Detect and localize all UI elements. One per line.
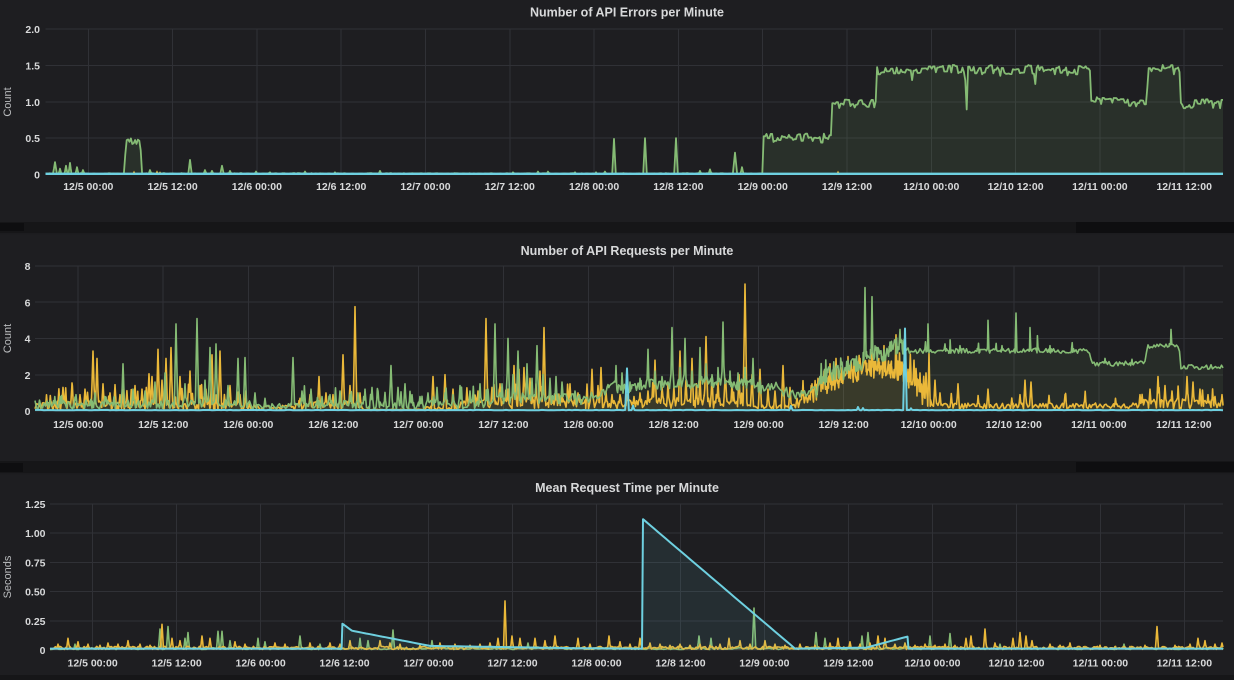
svg-text:0: 0: [34, 170, 40, 182]
svg-text:12/8 12:00: 12/8 12:00: [653, 181, 703, 193]
svg-text:0.75: 0.75: [25, 557, 46, 569]
svg-text:Number of API Requests per Min: Number of API Requests per Minute: [521, 244, 734, 258]
svg-text:2.0: 2.0: [25, 24, 40, 36]
svg-text:0: 0: [25, 406, 31, 418]
svg-text:12/10 00:00: 12/10 00:00: [901, 419, 957, 431]
svg-text:12/7 12:00: 12/7 12:00: [485, 181, 535, 193]
svg-text:12/5 00:00: 12/5 00:00: [67, 658, 117, 670]
svg-text:1.00: 1.00: [25, 528, 46, 540]
svg-text:0.50: 0.50: [25, 587, 46, 599]
svg-text:8: 8: [25, 261, 31, 273]
svg-text:12/5 00:00: 12/5 00:00: [63, 181, 113, 193]
svg-text:12/9 00:00: 12/9 00:00: [738, 181, 788, 193]
svg-text:12/6 00:00: 12/6 00:00: [232, 181, 282, 193]
svg-text:12/6 12:00: 12/6 12:00: [308, 419, 358, 431]
svg-text:12/10 12:00: 12/10 12:00: [988, 658, 1044, 670]
svg-text:12/8 00:00: 12/8 00:00: [569, 181, 619, 193]
svg-text:12/5 12:00: 12/5 12:00: [138, 419, 188, 431]
svg-text:Count: Count: [2, 87, 14, 116]
svg-text:12/8 12:00: 12/8 12:00: [655, 658, 705, 670]
svg-text:12/7 00:00: 12/7 00:00: [403, 658, 453, 670]
svg-text:12/11 00:00: 12/11 00:00: [1071, 419, 1127, 431]
svg-text:12/6 12:00: 12/6 12:00: [316, 181, 366, 193]
svg-text:12/5 00:00: 12/5 00:00: [53, 419, 103, 431]
svg-text:Number of API Errors per Minut: Number of API Errors per Minute: [530, 6, 724, 20]
svg-text:12/8 00:00: 12/8 00:00: [563, 419, 613, 431]
svg-text:12/8 12:00: 12/8 12:00: [648, 419, 698, 431]
svg-text:0.25: 0.25: [25, 616, 46, 628]
svg-text:0: 0: [40, 645, 46, 657]
svg-text:12/9 00:00: 12/9 00:00: [733, 419, 783, 431]
svg-text:Count: Count: [2, 324, 14, 353]
svg-text:12/6 12:00: 12/6 12:00: [319, 658, 369, 670]
svg-text:12/7 12:00: 12/7 12:00: [478, 419, 528, 431]
svg-text:12/7 00:00: 12/7 00:00: [393, 419, 443, 431]
svg-text:12/7 12:00: 12/7 12:00: [487, 658, 537, 670]
svg-text:12/11 12:00: 12/11 12:00: [1157, 658, 1213, 670]
svg-text:12/11 12:00: 12/11 12:00: [1156, 419, 1212, 431]
svg-text:0.5: 0.5: [25, 133, 40, 145]
svg-text:Mean Request Time per Minute: Mean Request Time per Minute: [535, 481, 719, 495]
svg-text:12/8 00:00: 12/8 00:00: [571, 658, 621, 670]
svg-text:12/9 00:00: 12/9 00:00: [739, 658, 789, 670]
svg-text:12/10 12:00: 12/10 12:00: [988, 181, 1044, 193]
svg-text:1.25: 1.25: [25, 499, 46, 511]
svg-text:12/9 12:00: 12/9 12:00: [823, 658, 873, 670]
svg-text:12/11 00:00: 12/11 00:00: [1073, 658, 1129, 670]
svg-text:12/9 12:00: 12/9 12:00: [822, 181, 872, 193]
svg-text:12/7 00:00: 12/7 00:00: [400, 181, 450, 193]
svg-text:6: 6: [25, 297, 31, 309]
svg-text:12/11 00:00: 12/11 00:00: [1072, 181, 1128, 193]
svg-text:2: 2: [25, 370, 31, 382]
svg-text:12/9 12:00: 12/9 12:00: [818, 419, 868, 431]
svg-text:12/6 00:00: 12/6 00:00: [223, 419, 273, 431]
svg-text:12/5 12:00: 12/5 12:00: [147, 181, 197, 193]
svg-text:4: 4: [25, 334, 31, 346]
svg-text:12/5 12:00: 12/5 12:00: [151, 658, 201, 670]
svg-text:12/10 00:00: 12/10 00:00: [904, 658, 960, 670]
svg-text:12/11 12:00: 12/11 12:00: [1156, 181, 1212, 193]
svg-text:1.5: 1.5: [25, 60, 40, 72]
svg-text:12/10 00:00: 12/10 00:00: [903, 181, 959, 193]
svg-text:12/6 00:00: 12/6 00:00: [235, 658, 285, 670]
svg-text:1.0: 1.0: [25, 97, 40, 109]
svg-text:Seconds: Seconds: [2, 555, 14, 598]
svg-text:12/10 12:00: 12/10 12:00: [986, 419, 1042, 431]
